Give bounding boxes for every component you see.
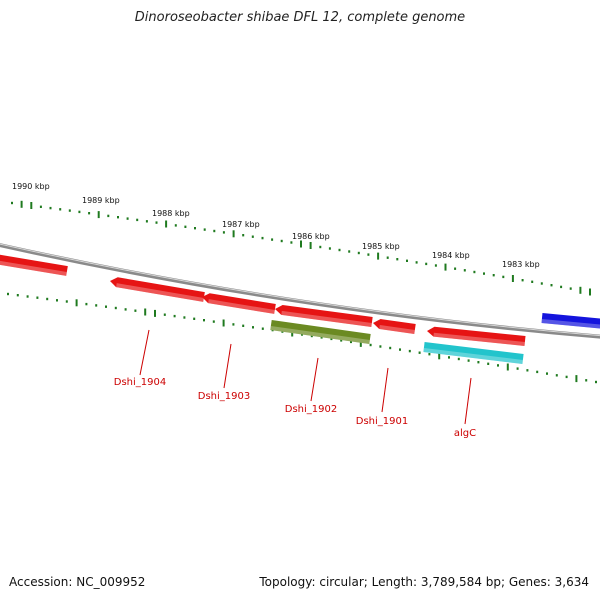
gene-labels: Dshi_1904 Dshi_1903 Dshi_1902 Dshi_1901 algC — [114, 329, 476, 439]
scale-label: 1984 kbp — [432, 251, 470, 260]
genome-backbone-highlight — [0, 243, 600, 337]
scale-label: 1986 kbp — [292, 232, 330, 241]
gene-leader-line — [464, 377, 472, 425]
gene-feature-red-right — [427, 326, 526, 346]
gene-feature-dshi-1904 — [110, 277, 205, 302]
gene-features — [0, 254, 600, 364]
gene-leader-line — [223, 343, 232, 389]
scale-label: 1990 kbp — [12, 182, 50, 191]
scale-label: 1989 kbp — [82, 196, 120, 205]
scale-label: 1988 kbp — [152, 209, 190, 218]
gene-feature-dshi-1902 — [275, 304, 373, 327]
gene-feature-blue — [541, 313, 600, 329]
genome-backbone — [0, 243, 600, 339]
scale-labels: 1990 kbp 1989 kbp 1988 kbp 1987 kbp 1986 kbp… — [12, 182, 540, 269]
scale-label: 1987 kbp — [222, 220, 260, 229]
gene-label: Dshi_1901 — [356, 416, 408, 427]
scale-label: 1983 kbp — [502, 260, 540, 269]
gene-feature-dshi-1901 — [373, 319, 416, 334]
gene-feature-olive — [270, 320, 371, 344]
gene-feature-red — [0, 254, 68, 276]
gene-label: Dshi_1902 — [285, 404, 337, 415]
genome-summary-text: Topology: circular; Length: 3,789,584 bp… — [259, 575, 589, 589]
gene-feature-dshi-1903 — [202, 293, 276, 314]
scale-label: 1985 kbp — [362, 242, 400, 251]
gene-leader-line — [310, 357, 319, 402]
map-title: Dinoroseobacter shibae DFL 12, complete … — [134, 10, 466, 25]
gene-label: algC — [454, 428, 476, 439]
outer-tick-ring — [11, 200, 591, 296]
gene-leader-line — [381, 367, 389, 413]
gene-feature-algc — [423, 342, 524, 364]
gene-label: Dshi_1904 — [114, 377, 166, 388]
gene-leader-line — [139, 329, 150, 376]
accession-text: Accession: NC_009952 — [9, 575, 146, 589]
gene-label: Dshi_1903 — [198, 391, 250, 402]
